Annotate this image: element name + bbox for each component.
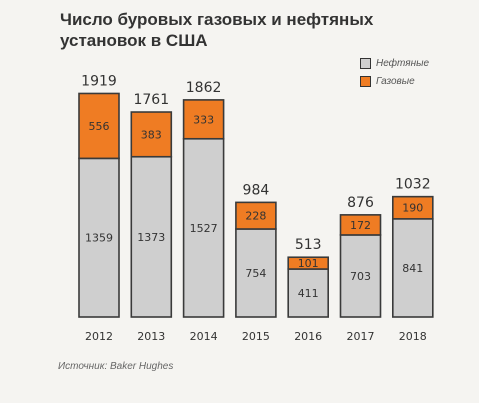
x-tick-label-2014: 2014 xyxy=(190,330,218,343)
x-tick-label-2016: 2016 xyxy=(294,330,322,343)
legend-swatch-gas xyxy=(360,76,371,87)
value-label-oil-2013: 1373 xyxy=(137,231,165,244)
bar-gas-2015 xyxy=(235,201,277,230)
value-label-gas-2013: 383 xyxy=(141,128,162,141)
x-tick-label-2015: 2015 xyxy=(242,330,270,343)
total-label-2018: 1032 xyxy=(395,177,431,193)
value-label-oil-2018: 841 xyxy=(402,262,423,275)
value-label-gas-2015: 228 xyxy=(245,210,266,223)
value-label-gas-2017: 172 xyxy=(350,219,371,232)
bar-oil-2018 xyxy=(391,218,434,318)
bar-gas-2013 xyxy=(130,111,173,158)
legend-label-gas: Газовые xyxy=(376,76,415,87)
bar-oil-2014 xyxy=(182,137,225,318)
x-tick-label-2012: 2012 xyxy=(85,330,113,343)
bar-oil-2015 xyxy=(235,228,277,318)
total-label-2017: 876 xyxy=(347,195,374,211)
legend-label-oil: Нефтяные xyxy=(376,58,430,69)
value-label-gas-2016: 101 xyxy=(298,257,319,270)
bar-gas-2018 xyxy=(391,195,434,220)
x-tick-label-2013: 2013 xyxy=(137,330,165,343)
x-tick-label-2018: 2018 xyxy=(399,330,427,343)
total-label-2014: 1862 xyxy=(186,80,222,96)
source-note: Источник: Baker Hughes xyxy=(58,361,174,372)
value-label-oil-2016: 411 xyxy=(298,287,319,300)
bar-oil-2013 xyxy=(130,155,173,318)
total-label-2012: 1919 xyxy=(81,73,117,89)
chart-legend: Нефтяные Газовые xyxy=(360,56,429,92)
chart-title: Число буровых газовых и нефтяных установ… xyxy=(60,10,374,50)
value-label-oil-2014: 1527 xyxy=(190,222,218,235)
total-label-2016: 513 xyxy=(295,237,322,253)
x-tick-label-2017: 2017 xyxy=(347,330,375,343)
value-label-gas-2018: 190 xyxy=(402,202,423,215)
legend-item-gas: Газовые xyxy=(360,74,429,89)
total-label-2013: 1761 xyxy=(133,92,169,108)
bar-gas-2016 xyxy=(287,256,330,270)
value-label-oil-2012: 1359 xyxy=(85,232,113,245)
value-label-gas-2014: 333 xyxy=(193,113,214,126)
bar-gas-2017 xyxy=(339,214,382,236)
value-label-gas-2012: 556 xyxy=(89,120,110,133)
total-label-2015: 984 xyxy=(243,182,270,198)
bar-gas-2014 xyxy=(182,99,225,140)
value-label-oil-2015: 754 xyxy=(245,267,266,280)
legend-swatch-oil xyxy=(360,58,371,69)
bar-oil-2017 xyxy=(339,234,382,318)
legend-item-oil: Нефтяные xyxy=(360,56,429,71)
bar-gas-2012 xyxy=(78,92,120,160)
value-label-oil-2017: 703 xyxy=(350,270,371,283)
